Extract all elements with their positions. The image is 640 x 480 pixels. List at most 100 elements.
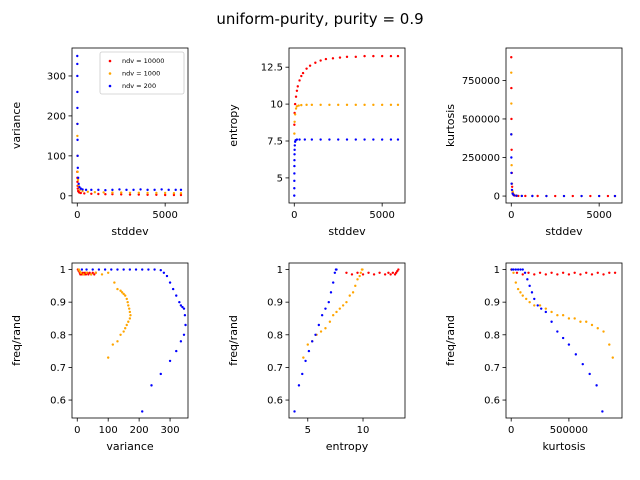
data-point [389,54,393,58]
data-point [324,57,328,61]
data-point [110,268,113,271]
subplot-p4: 0 100 200 300 0.6 0.7 0.8 0.9 1 variance freq/rand [10,262,189,453]
data-point [293,113,297,116]
data-point [168,359,172,363]
data-point [510,185,514,189]
data-point [324,307,327,310]
x-tick-label: 100 [99,425,118,436]
data-point [159,372,162,376]
data-point [182,333,186,336]
data-point [111,188,114,192]
data-point [91,268,94,271]
y-tick-label: 10 [270,100,283,111]
data-point [527,271,530,274]
series-ndv-200 [76,54,183,192]
data-point [79,271,83,274]
data-point [104,193,107,196]
data-point [585,271,588,274]
data-point [106,356,110,359]
data-point [76,122,79,126]
data-point [294,95,298,98]
data-point [127,320,130,323]
x-tick-label: 5000 [586,210,611,221]
data-point [128,268,132,271]
data-point [590,273,594,276]
data-point [523,271,527,274]
data-point [171,287,175,291]
data-point [116,340,119,343]
data-point [124,294,127,297]
data-point [380,103,384,107]
series-ndv-1000 [77,268,132,359]
data-point [128,310,132,314]
data-point [165,274,169,278]
data-point [510,156,513,159]
data-point [528,300,531,304]
data-point [86,190,90,194]
y-tick-label: 0 [494,192,500,203]
data-point [182,307,186,310]
data-point [556,273,559,276]
data-point [85,268,88,271]
data-point [611,356,614,359]
data-point [134,268,138,271]
data-point [100,273,104,276]
data-point [106,271,110,274]
data-point [306,343,309,346]
data-point [310,103,314,107]
y-tick-label: 1 [60,265,66,276]
data-point [146,193,149,197]
y-tick-label: 250000 [462,153,500,164]
data-point [595,384,598,387]
subplot-p5: 5 10 0.6 0.7 0.8 0.9 1 entropy freq/rand [227,262,406,453]
data-point [510,148,513,151]
data-point [125,323,128,327]
data-point [319,138,322,141]
data-point [512,271,515,274]
data-point [128,193,132,196]
data-point [389,103,393,107]
data-point [540,307,543,310]
data-point [76,106,79,110]
data-point [554,194,557,198]
data-point [104,189,107,192]
data-point [328,103,331,107]
data-point [293,120,296,124]
data-point [94,271,98,274]
data-point [526,278,529,281]
data-point [93,273,96,276]
data-point [589,194,592,198]
series-group [76,268,187,413]
series-ndv-1000 [293,103,400,135]
data-point [80,268,84,271]
data-point [510,102,513,105]
y-tick-label: 0.7 [484,363,500,374]
series-group [510,56,617,198]
legend-marker [108,72,112,75]
data-point [293,132,296,135]
series-group [510,268,617,413]
data-point [307,349,311,353]
data-point [79,191,82,195]
data-point [162,271,166,274]
data-point [338,307,342,310]
data-point [137,191,140,195]
data-point [331,314,335,317]
data-point [596,271,599,274]
data-point [125,297,128,301]
data-point [90,188,93,192]
x-axis-label: kurtosis [542,440,585,453]
y-tick-label: 0.7 [50,363,66,374]
data-point [125,188,128,192]
data-point [372,138,375,141]
axes-frame [71,262,189,419]
data-point [293,153,296,156]
data-point [122,330,125,333]
data-point [184,323,187,327]
data-point [510,71,513,74]
data-point [293,179,296,183]
y-axis-label: kurtosis [444,104,457,147]
data-point [76,134,79,138]
data-point [562,194,566,198]
data-point [573,317,576,320]
